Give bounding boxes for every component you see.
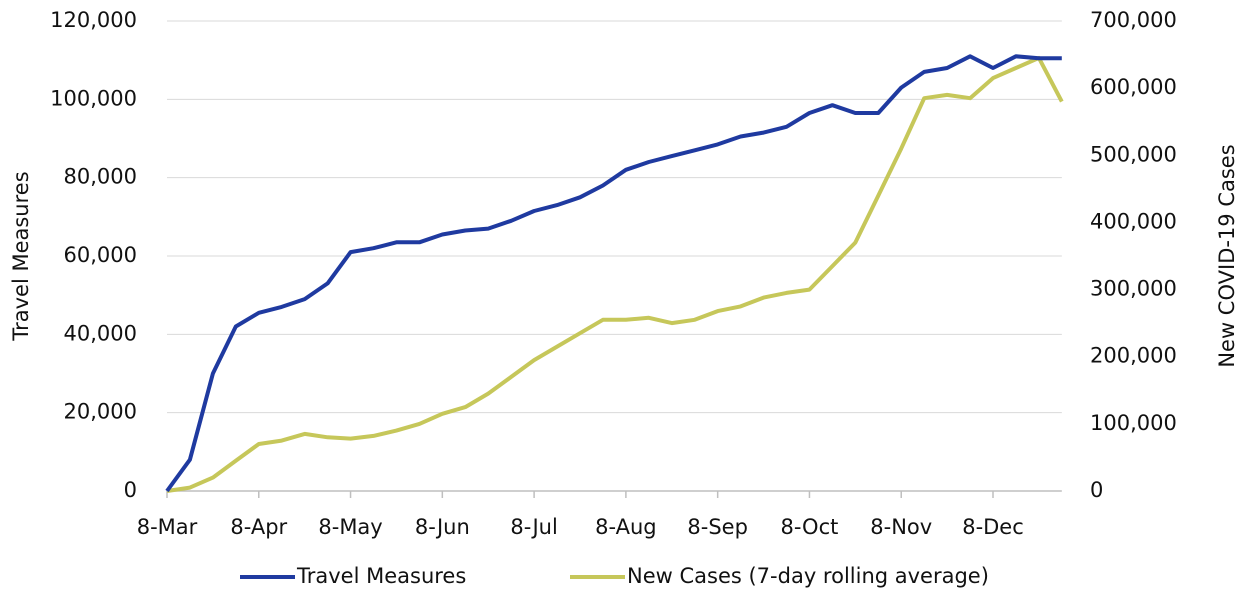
y2-tick-label: 0 bbox=[1090, 478, 1103, 502]
y2-axis-title: New COVID-19 Cases bbox=[1215, 144, 1239, 367]
y-tick-label: 120,000 bbox=[50, 8, 137, 32]
y-axis-title: Travel Measures bbox=[9, 171, 33, 341]
x-tick-label: 8-Mar bbox=[137, 515, 198, 539]
y2-tick-label: 500,000 bbox=[1090, 142, 1177, 166]
y2-tick-label: 600,000 bbox=[1090, 75, 1177, 99]
y-tick-label: 40,000 bbox=[64, 321, 137, 345]
y2-tick-label: 700,000 bbox=[1090, 8, 1177, 32]
x-tick-label: 8-Sep bbox=[687, 515, 748, 539]
x-tick-label: 8-Oct bbox=[781, 515, 839, 539]
x-tick-label: 8-Dec bbox=[962, 515, 1024, 539]
y2-tick-label: 300,000 bbox=[1090, 277, 1177, 301]
y-tick-label: 80,000 bbox=[64, 165, 137, 189]
y-tick-label: 100,000 bbox=[50, 86, 137, 110]
legend-label: Travel Measures bbox=[296, 564, 466, 588]
x-tick-label: 8-Jul bbox=[510, 515, 557, 539]
x-tick-label: 8-Aug bbox=[595, 515, 656, 539]
x-tick-label: 8-Nov bbox=[870, 515, 932, 539]
series-line bbox=[165, 54, 1062, 493]
y2-tick-label: 400,000 bbox=[1090, 209, 1177, 233]
y-tick-label: 60,000 bbox=[64, 243, 137, 267]
y2-tick-label: 100,000 bbox=[1090, 411, 1177, 435]
y2-tick-label: 200,000 bbox=[1090, 344, 1177, 368]
y-tick-label: 0 bbox=[124, 478, 137, 502]
x-tick-label: 8-Apr bbox=[230, 515, 287, 539]
x-tick-label: 8-Jun bbox=[415, 515, 470, 539]
legend-label: New Cases (7-day rolling average) bbox=[627, 564, 989, 588]
series-line bbox=[166, 55, 1064, 493]
x-tick-label: 8-May bbox=[318, 515, 382, 539]
y-tick-label: 20,000 bbox=[64, 400, 137, 424]
